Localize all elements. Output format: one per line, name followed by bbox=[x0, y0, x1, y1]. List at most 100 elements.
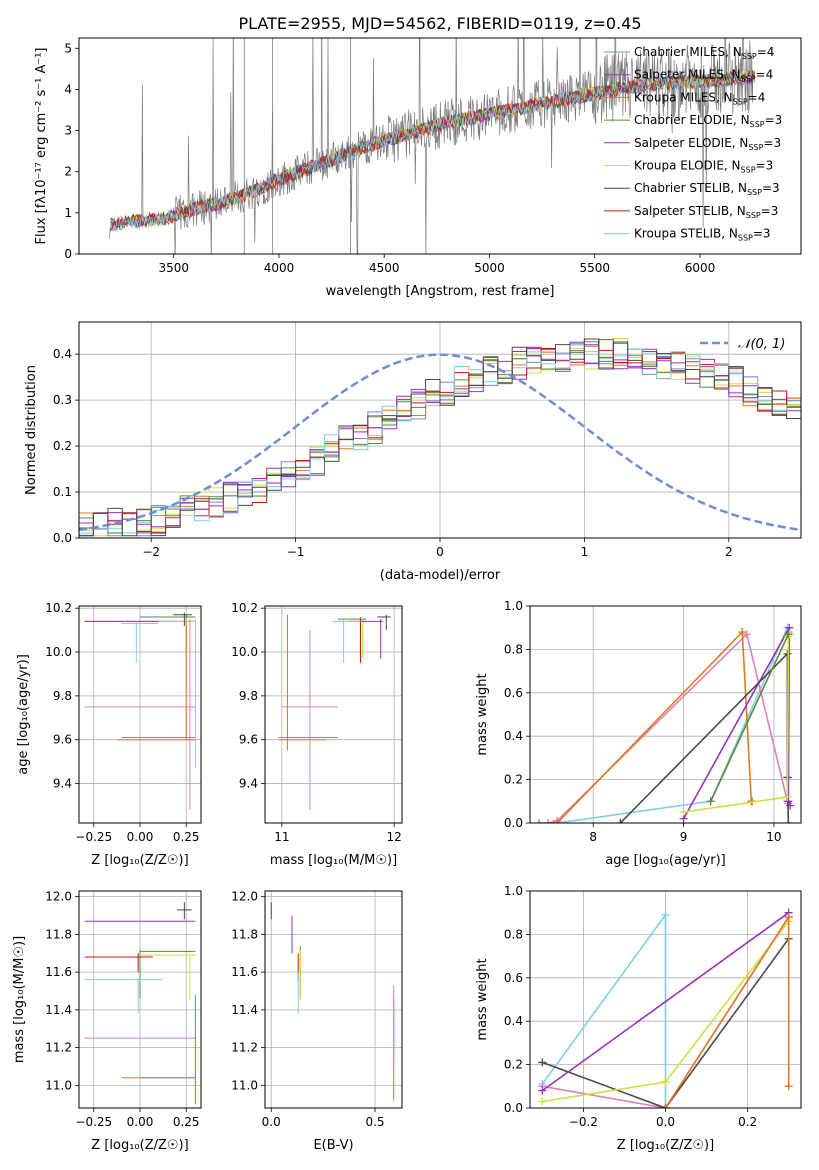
data-point-marker bbox=[783, 792, 792, 801]
y-tick-label: 9.6 bbox=[53, 733, 72, 747]
y-tick-label: 9.4 bbox=[239, 777, 258, 791]
series-line bbox=[541, 912, 790, 1092]
legend-entry: Kroupa MILES, NSSP=4 bbox=[604, 90, 765, 106]
x-tick-label: 0.0 bbox=[262, 1115, 281, 1129]
y-tick-label: 0.6 bbox=[504, 686, 523, 700]
y-tick-label: 0.4 bbox=[504, 1014, 523, 1028]
y-tick-label: 0.8 bbox=[504, 642, 523, 656]
legend-entry: Chabrier ELODIE, NSSP=3 bbox=[604, 113, 782, 129]
axes-frame bbox=[529, 605, 802, 824]
errorbar-point bbox=[377, 614, 391, 631]
data-point-marker bbox=[784, 913, 793, 922]
legend-label: Chabrier MILES, NSSP=4 bbox=[634, 45, 774, 61]
legend-label: Salpeter STELIB, NSSP=3 bbox=[634, 204, 778, 220]
x-axis-label: (data-model)/error bbox=[380, 568, 501, 583]
x-tick-label: 9 bbox=[680, 830, 688, 844]
age_vs_mass-panel: 11 12 9.4 9.6 9.8 10.0 10.2 mass [log₁₀(M/M☉)] bbox=[231, 601, 403, 868]
spectrum-plot bbox=[109, 38, 756, 254]
y-tick-label: 0.4 bbox=[53, 347, 72, 361]
weight_vs_Z-panel: −0.2 0.0 0.2 0.0 0.2 0.4 0.6 0.8 1.0 Z [log₁₀(Z/Z… bbox=[475, 884, 802, 1153]
y-tick-label: 0.2 bbox=[504, 1058, 523, 1072]
x-axis-label: Z [log₁₀(Z/Z☉)] bbox=[617, 1138, 714, 1153]
series-line bbox=[682, 627, 791, 820]
residuals-plot bbox=[79, 338, 801, 538]
y-tick-label: 0 bbox=[64, 247, 72, 261]
legend-entry: Chabrier MILES, NSSP=4 bbox=[604, 45, 774, 61]
errorbar-point bbox=[173, 612, 192, 626]
x-tick-label: −0.25 bbox=[75, 830, 112, 844]
series-SaM bbox=[679, 623, 795, 823]
y-tick-label: 11.2 bbox=[231, 1041, 258, 1055]
hist-step-KrM bbox=[79, 345, 801, 538]
series-KrS bbox=[538, 910, 670, 1108]
data-point-marker bbox=[661, 1077, 670, 1086]
series-ChE bbox=[706, 630, 793, 806]
x-tick-label: −0.2 bbox=[569, 1115, 598, 1129]
errorbar-point bbox=[176, 902, 192, 920]
errorbar-point bbox=[349, 619, 367, 663]
legend-label: Chabrier ELODIE, NSSP=3 bbox=[634, 113, 782, 129]
x-tick-label: 0.0 bbox=[656, 1115, 675, 1129]
x-tick-label: 4000 bbox=[264, 261, 295, 275]
mass_vs_Z-panel: −0.25 0.00 0.25 11.0 11.2 11.4 11.6 11.8 12.0 Z [… bbox=[12, 890, 202, 1153]
weight_vs_Z-plot bbox=[538, 908, 793, 1108]
hist-step-KrS bbox=[79, 344, 801, 538]
mass_vs_ebv-panel: 0.0 0.5 11.0 11.2 11.4 11.6 11.8 12.0 E(B-V) bbox=[231, 890, 403, 1153]
data-point-marker bbox=[538, 1086, 547, 1095]
data-point-marker bbox=[783, 649, 792, 658]
data-point-marker bbox=[661, 1104, 670, 1108]
legend-entry: Salpeter MILES, NSSP=4 bbox=[604, 68, 773, 84]
y-tick-label: 1.0 bbox=[504, 884, 523, 898]
y-tick-label: 9.6 bbox=[239, 733, 258, 747]
errorbar-point bbox=[140, 953, 196, 1001]
y-tick-label: 0.2 bbox=[53, 439, 72, 453]
y-tick-label: 2 bbox=[64, 165, 72, 179]
age_vs_Z-panel: −0.25 0.00 0.25 9.4 9.6 9.8 10.0 10.2 Z [log₁₀(Z… bbox=[16, 601, 202, 868]
axes-frame bbox=[78, 605, 202, 824]
weight_vs_age-plot bbox=[535, 623, 795, 823]
spectrum-panel: 3500 4000 4500 5000 5500 6000 0 1 2 3 4 5 wavelength… bbox=[34, 37, 802, 299]
hist-step-SaS bbox=[79, 338, 801, 538]
weight_vs_age-panel: 8 9 10 0.0 0.2 0.4 0.6 0.8 1.0 age [log₁₀(age/yr)… bbox=[475, 599, 802, 868]
data-point-marker bbox=[784, 1082, 793, 1091]
x-axis-label: mass [log₁₀(M/M☉)] bbox=[270, 853, 397, 868]
data-point-marker bbox=[784, 630, 793, 639]
x-tick-label: 3500 bbox=[158, 261, 189, 275]
y-tick-label: 1 bbox=[64, 206, 72, 220]
x-tick-label: 0 bbox=[436, 545, 444, 559]
x-tick-label: 11 bbox=[274, 830, 289, 844]
y-tick-label: 9.8 bbox=[53, 689, 72, 703]
data-point-marker bbox=[535, 819, 544, 823]
errorbar-point bbox=[84, 953, 153, 973]
mass_vs_Z-plot bbox=[84, 902, 196, 1105]
model-line-KrS bbox=[110, 71, 756, 232]
y-tick-label: 10.2 bbox=[231, 601, 258, 615]
errorbar-point bbox=[84, 977, 163, 1014]
y-tick-label: 9.8 bbox=[239, 689, 258, 703]
y-tick-label: 3 bbox=[64, 124, 72, 138]
x-tick-label: 4500 bbox=[369, 261, 400, 275]
data-point-marker bbox=[553, 819, 562, 823]
data-point-marker bbox=[544, 819, 553, 823]
y-tick-label: 12.0 bbox=[45, 890, 72, 904]
errorbar-point bbox=[121, 621, 159, 663]
legend-label: Kroupa STELIB, NSSP=3 bbox=[634, 227, 771, 243]
y-tick-label: 11.6 bbox=[45, 965, 72, 979]
y-axis-label: mass weight bbox=[475, 958, 490, 1040]
y-tick-label: 10.0 bbox=[45, 645, 72, 659]
legend-entry: Chabrier STELIB, NSSP=3 bbox=[604, 181, 780, 197]
errorbar-point bbox=[140, 994, 196, 1105]
x-axis-label: Z [log₁₀(Z/Z☉)] bbox=[91, 853, 188, 868]
y-tick-label: 0.6 bbox=[504, 971, 523, 985]
errorbar-point bbox=[281, 630, 338, 810]
data-point-marker bbox=[784, 819, 793, 823]
y-tick-label: 0.0 bbox=[53, 531, 72, 545]
figure-title: PLATE=2955, MJD=54562, FIBERID=0119, z=0… bbox=[238, 14, 641, 33]
data-point-marker bbox=[742, 630, 751, 639]
data-point-marker bbox=[706, 797, 715, 806]
y-tick-label: 0.4 bbox=[504, 729, 523, 743]
data-point-marker bbox=[661, 910, 670, 919]
errorbar-point bbox=[84, 619, 196, 810]
y-axis-label: Flux [fλ10⁻¹⁷ erg cm⁻² s⁻¹ A⁻¹] bbox=[34, 48, 49, 245]
hist-step-ChS bbox=[79, 338, 801, 538]
